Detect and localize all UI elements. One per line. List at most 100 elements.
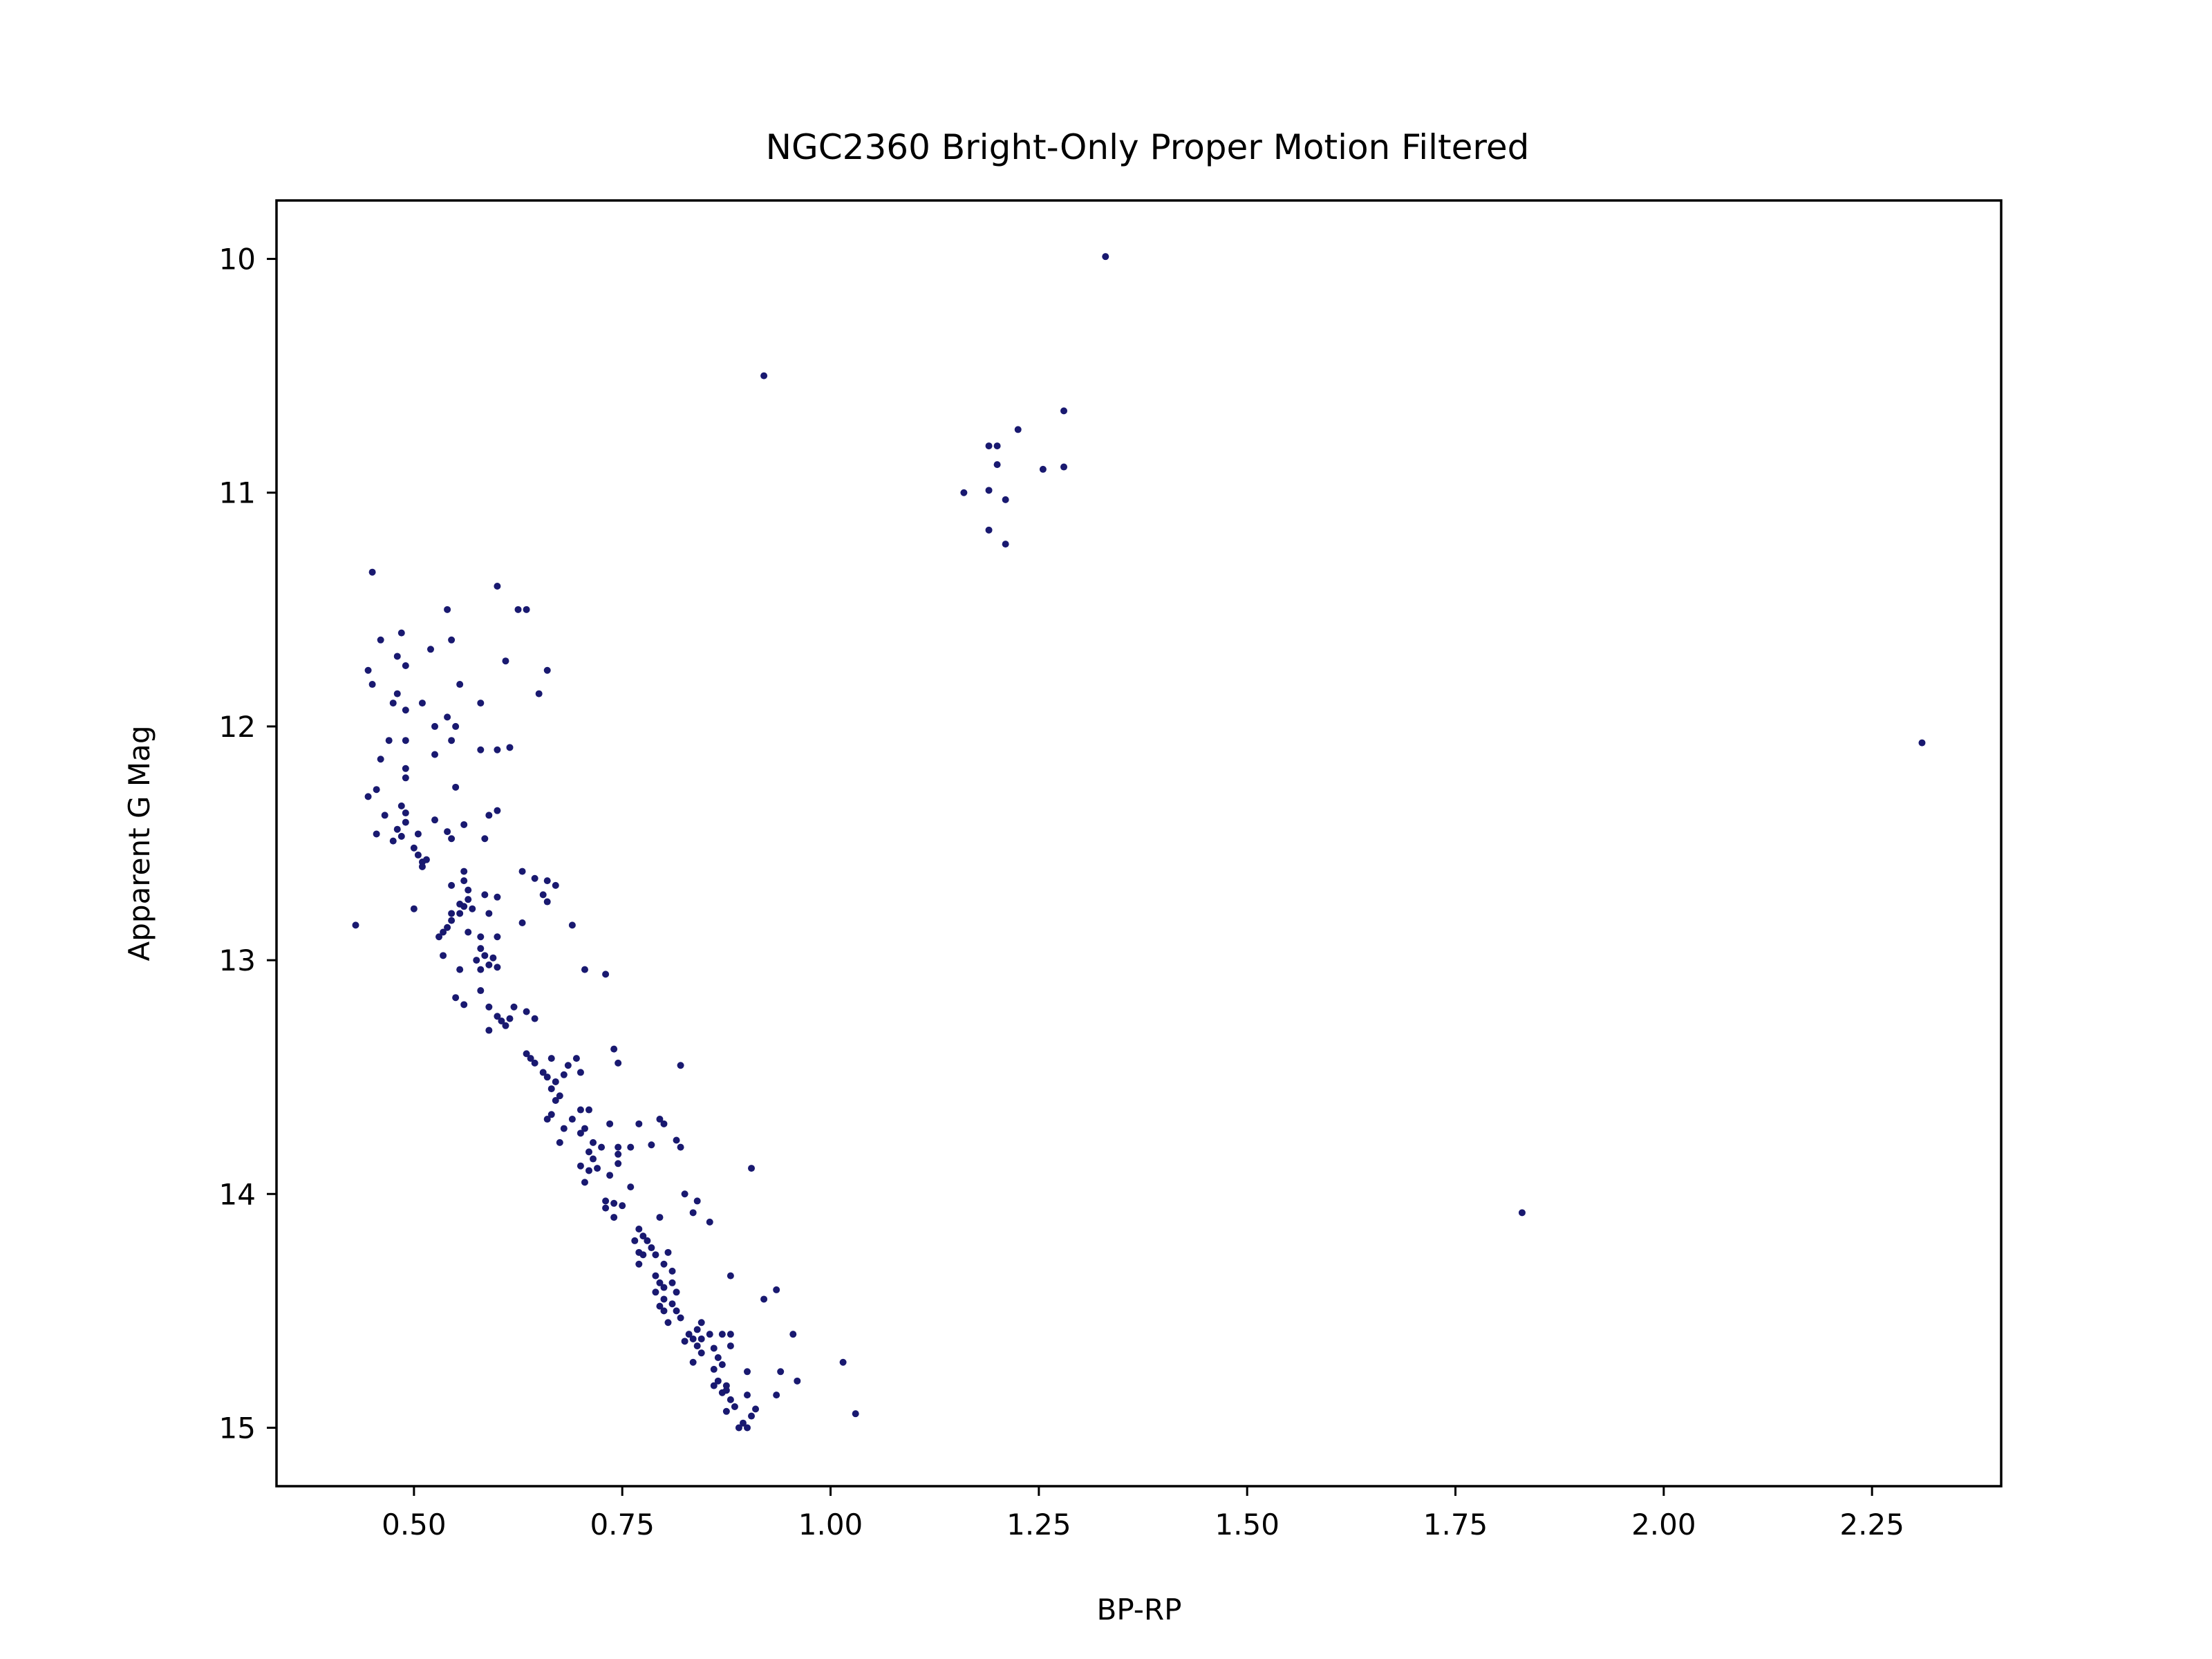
data-point (727, 1342, 734, 1350)
data-point (477, 933, 485, 941)
data-point (673, 1307, 680, 1315)
data-point (402, 662, 409, 669)
data-point (985, 526, 993, 534)
data-point (465, 896, 472, 903)
data-point (431, 722, 439, 730)
data-point (1002, 496, 1009, 503)
data-point (444, 828, 451, 836)
data-point (619, 1202, 626, 1210)
data-point (594, 1165, 601, 1172)
data-point (718, 1389, 726, 1396)
data-point (543, 1074, 551, 1081)
data-point (627, 1143, 635, 1151)
data-point (748, 1412, 756, 1420)
data-point (465, 928, 472, 936)
data-point (677, 1314, 684, 1322)
data-point (531, 874, 538, 882)
data-point (744, 1424, 751, 1432)
data-point (494, 583, 501, 590)
data-point (543, 898, 551, 906)
data-point (481, 891, 489, 899)
data-point (452, 783, 460, 791)
data-point (535, 690, 543, 697)
data-point (590, 1138, 597, 1146)
data-point (839, 1358, 847, 1366)
data-point (615, 1059, 622, 1067)
data-point (656, 1214, 664, 1221)
data-point (477, 700, 485, 707)
data-point (668, 1300, 676, 1308)
data-point (1002, 541, 1009, 548)
data-point (465, 886, 472, 894)
data-point (452, 994, 460, 1002)
data-point (585, 1167, 592, 1174)
data-point (469, 905, 476, 912)
data-point (523, 1050, 530, 1058)
data-point (481, 835, 489, 843)
data-point (668, 1267, 676, 1275)
data-point (560, 1071, 568, 1078)
data-point (681, 1190, 688, 1198)
data-point (518, 868, 526, 875)
data-point (706, 1218, 713, 1226)
data-point (985, 442, 993, 450)
data-point (385, 737, 393, 744)
x-tick-label: 1.75 (1423, 1508, 1488, 1541)
data-point (581, 966, 588, 973)
data-point (564, 1062, 572, 1069)
data-point (556, 1092, 563, 1100)
data-point (435, 933, 443, 941)
data-point (660, 1307, 668, 1315)
data-point (693, 1326, 701, 1333)
data-point (510, 1003, 518, 1011)
data-point (506, 744, 514, 751)
data-point (689, 1209, 697, 1217)
data-point (402, 737, 409, 744)
data-point (677, 1062, 684, 1069)
data-point (985, 487, 993, 494)
x-tick-label: 0.75 (590, 1508, 655, 1541)
data-point (460, 821, 468, 828)
data-point (656, 1279, 664, 1286)
data-point (547, 1085, 555, 1093)
data-point (1060, 407, 1068, 415)
data-point (410, 905, 418, 912)
data-point (477, 746, 485, 753)
data-point (606, 1172, 614, 1179)
data-point (389, 837, 397, 845)
y-tick-label: 11 (219, 476, 256, 510)
data-point (431, 751, 439, 758)
data-point (1102, 253, 1109, 261)
data-point (552, 1078, 559, 1085)
data-point (456, 966, 464, 973)
data-point (644, 1237, 651, 1244)
data-point (615, 1150, 622, 1158)
data-point (448, 881, 456, 889)
data-point (652, 1272, 659, 1280)
data-point (639, 1251, 647, 1259)
data-point (460, 877, 468, 885)
data-point (635, 1226, 643, 1232)
data-point (572, 1055, 580, 1062)
data-point (727, 1396, 734, 1403)
data-point (397, 802, 405, 809)
data-point (652, 1288, 659, 1296)
data-point (440, 928, 447, 936)
data-point (518, 919, 526, 926)
data-point (602, 971, 610, 978)
data-point (693, 1342, 701, 1350)
data-point (485, 961, 493, 968)
chart-title: NGC2360 Bright-Only Proper Motion Filter… (766, 127, 1530, 167)
data-point (773, 1286, 780, 1293)
data-point (735, 1424, 742, 1432)
data-point (581, 1125, 588, 1132)
data-point (568, 921, 576, 929)
data-point (402, 765, 409, 772)
data-point (444, 924, 451, 931)
data-point (602, 1197, 610, 1205)
data-point (543, 877, 551, 885)
data-point (543, 1116, 551, 1123)
data-point (552, 1097, 559, 1104)
data-point (1518, 1209, 1526, 1217)
